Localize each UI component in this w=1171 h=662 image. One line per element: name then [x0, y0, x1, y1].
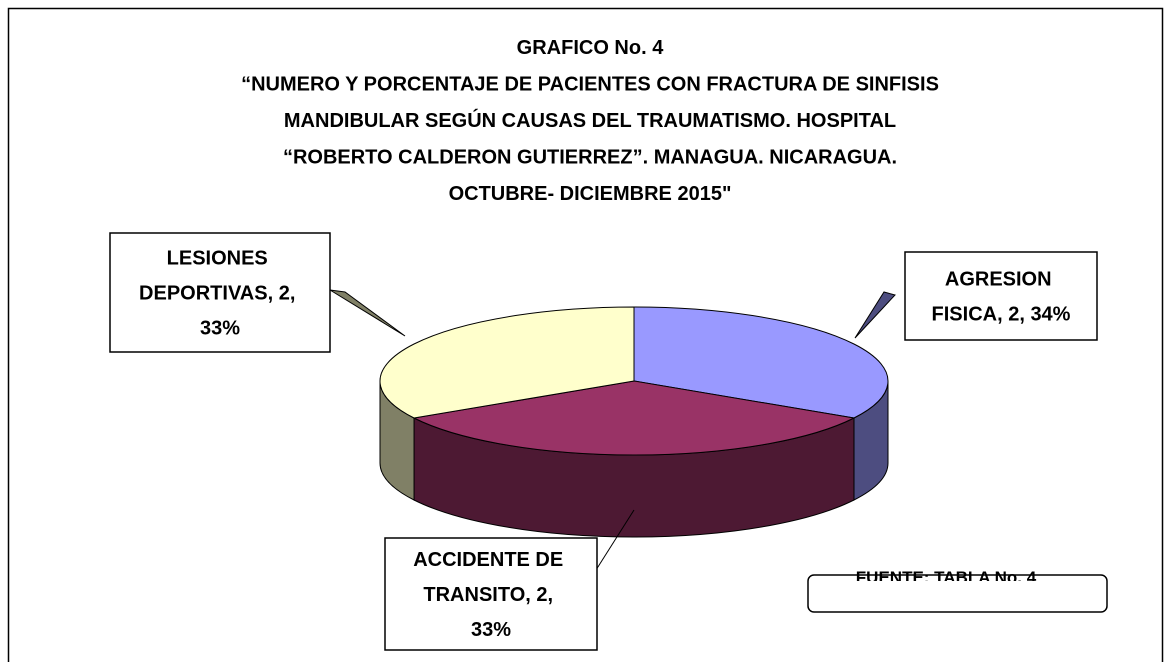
- title-line: MANDIBULAR SEGÚN CAUSAS DEL TRAUMATISMO.…: [284, 108, 896, 132]
- leader-line: [854, 291, 896, 339]
- annotation: FUENTE: TABLA No. 4: [856, 568, 1037, 587]
- pie-tops: [379, 306, 889, 456]
- title-line: “ROBERTO CALDERON GUTIERREZ”. MANAGUA. N…: [283, 147, 897, 169]
- title-line: GRAFICO No. 4: [517, 37, 665, 59]
- data-label: AGRESION FISICA, 2, 34%: [932, 269, 1071, 326]
- pie-slice: [379, 306, 635, 419]
- title-line: “NUMERO Y PORCENTAJE DE PACIENTES CON FR…: [241, 74, 939, 96]
- label-box: [904, 251, 1098, 341]
- data-label: ACCIDENTE DE TRANSITO, 2, 33%: [413, 549, 569, 641]
- label-box: [109, 232, 331, 353]
- data-labels: AGRESION FISICA, 2, 34% ACCIDENTE DE TRAN…: [109, 232, 1098, 651]
- chart-title: GRAFICO No. 4 “NUMERO Y PORCENTAJE DE PAC…: [241, 37, 939, 205]
- title-line: OCTUBRE- DICIEMBRE 2015": [449, 183, 732, 205]
- note-box: [807, 574, 1108, 613]
- pie-slice: [633, 306, 889, 419]
- pie-slice: [412, 380, 856, 456]
- leader-line: [329, 289, 406, 337]
- data-label: LESIONES DEPORTIVAS, 2, 33%: [139, 248, 301, 340]
- label-box: [384, 537, 598, 651]
